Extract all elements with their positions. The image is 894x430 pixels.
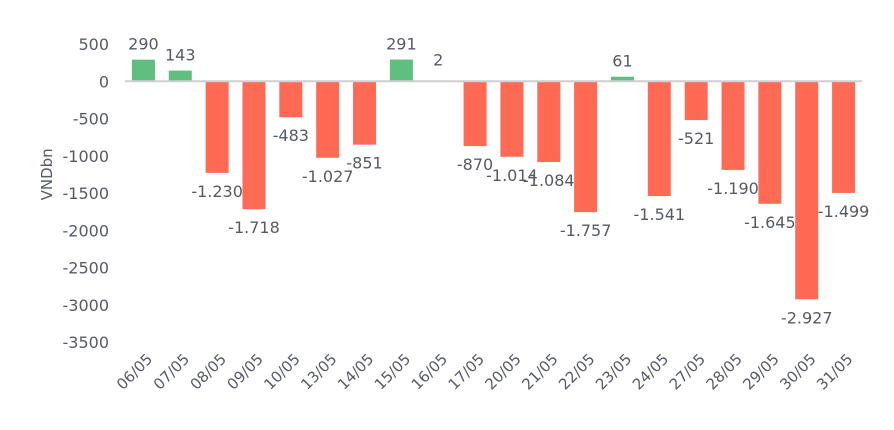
x-tick-label: 09/05	[224, 350, 267, 393]
bar-06-05	[131, 59, 155, 82]
data-label: 290	[128, 35, 159, 54]
x-tick-label: 24/05	[629, 350, 672, 393]
data-label: -1.757	[560, 221, 612, 240]
x-tick-label: 07/05	[150, 350, 193, 393]
x-tick-label: 14/05	[334, 350, 377, 393]
x-tick-label: 06/05	[113, 350, 156, 393]
bar-31-05	[832, 81, 856, 193]
x-tick-label: 10/05	[260, 350, 303, 393]
x-tick-label: 15/05	[371, 350, 414, 393]
y-tick-label: -1000	[63, 147, 110, 166]
y-tick-label: -500	[73, 110, 109, 129]
bar-13-05	[316, 81, 340, 158]
data-label: 2	[433, 50, 443, 69]
y-tick-label: 0	[99, 72, 109, 91]
y-tick-label: -3500	[63, 333, 110, 352]
x-tick-label: 16/05	[408, 350, 451, 393]
bar-20-05	[500, 81, 524, 157]
data-label: -870	[457, 155, 493, 174]
data-label: -1.230	[191, 182, 243, 201]
bar-08-05	[205, 81, 229, 173]
data-label: -1.499	[818, 202, 870, 221]
x-tick-label: 27/05	[666, 350, 709, 393]
bar-17-05	[463, 81, 487, 147]
x-tick-label: 23/05	[592, 350, 635, 393]
data-label: 143	[165, 46, 196, 65]
data-label: -483	[273, 126, 309, 145]
data-label: -1.190	[707, 179, 759, 198]
x-tick-label: 28/05	[703, 350, 746, 393]
bar-14-05	[353, 81, 377, 145]
bar-15-05	[389, 59, 413, 82]
x-tick-label: 13/05	[297, 350, 340, 393]
data-label: -521	[678, 129, 714, 148]
bar-23-05	[610, 76, 634, 82]
bar-21-05	[537, 81, 561, 163]
data-label: -1.014	[486, 166, 538, 185]
x-tick-label: 20/05	[481, 350, 524, 393]
data-label: 61	[612, 52, 632, 71]
bar-27-05	[684, 81, 708, 121]
data-label: -1.027	[302, 167, 354, 186]
data-label: -1.084	[523, 171, 575, 190]
y-tick-label: -1500	[63, 184, 110, 203]
bar-07-05	[168, 70, 192, 82]
x-tick-label: 17/05	[445, 350, 488, 393]
data-label: -1.718	[228, 218, 280, 237]
bar-22-05	[574, 81, 598, 213]
data-label: 291	[386, 35, 417, 54]
x-tick-label: 31/05	[813, 350, 856, 393]
y-axis-title: VNDbn	[38, 148, 56, 200]
bar-29-05	[758, 81, 782, 204]
data-label: -1.645	[744, 213, 796, 232]
bar-10-05	[279, 81, 303, 118]
data-label: -851	[346, 154, 382, 173]
bar-28-05	[721, 81, 745, 170]
y-tick-label: -2500	[63, 259, 110, 278]
data-label: -1.541	[634, 205, 686, 224]
bar-09-05	[242, 81, 266, 210]
bar-30-05	[795, 81, 819, 300]
y-tick-label: -2000	[63, 221, 110, 240]
y-tick-label: 500	[78, 35, 109, 54]
x-tick-label: 22/05	[555, 350, 598, 393]
y-tick-label: -3000	[63, 296, 110, 315]
x-tick-label: 08/05	[187, 350, 230, 393]
x-tick-label: 29/05	[739, 350, 782, 393]
data-label: -2.927	[781, 308, 833, 327]
bar-24-05	[647, 81, 671, 197]
x-tick-label: 30/05	[776, 350, 819, 393]
x-tick-label: 21/05	[518, 350, 561, 393]
